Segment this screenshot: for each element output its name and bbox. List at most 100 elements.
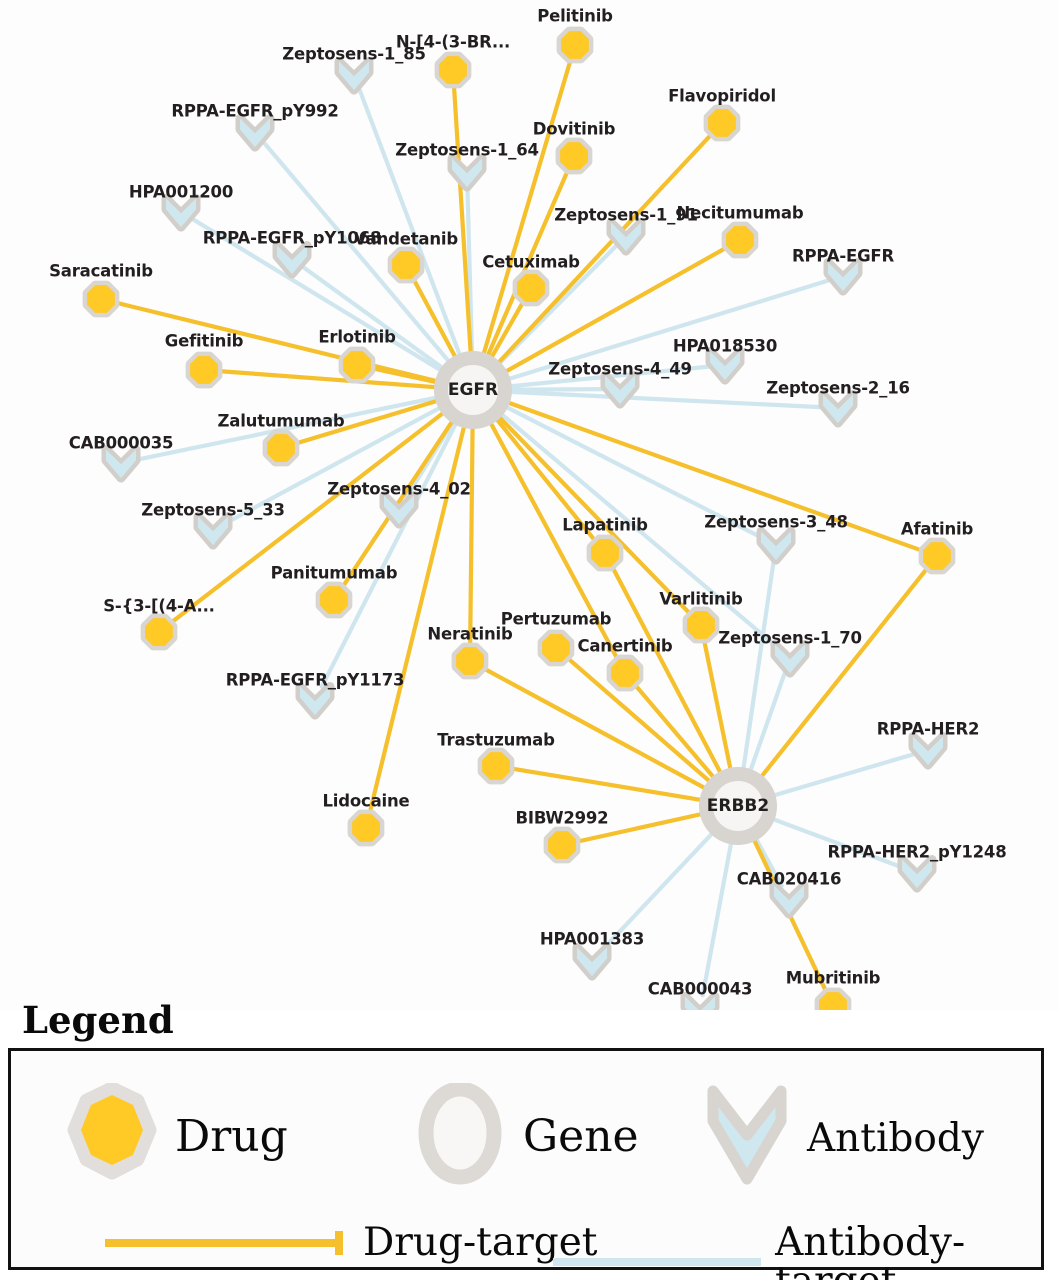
edge [340,409,461,590]
edge [609,564,729,786]
edge [367,413,469,816]
gene-icon [418,1083,502,1185]
gene-node[interactable] [434,351,512,429]
drug-node[interactable] [338,346,376,384]
edge [493,245,730,380]
antibody-target-edge-icon [553,1258,762,1266]
edge [191,217,453,379]
antibody-node[interactable] [295,681,335,720]
drug-node[interactable] [387,246,425,284]
drug-node[interactable] [347,809,385,847]
edge [451,82,474,367]
drug-node[interactable] [721,221,759,259]
antibody-node[interactable] [600,370,640,409]
edge [760,752,916,801]
legend-item-gene: Gene [411,1083,639,1191]
antibody-node[interactable] [161,193,201,232]
drug-node[interactable] [512,269,550,307]
drug-node[interactable] [543,826,581,864]
drug-node[interactable] [703,104,741,142]
edge [495,396,925,554]
edge [494,399,765,541]
edge [357,86,466,368]
legend-title: Legend [22,998,174,1042]
drug-node[interactable] [140,613,178,651]
edge [302,265,455,377]
antibody-node[interactable] [823,257,863,296]
edge [168,403,455,625]
network-canvas[interactable]: Zeptosens-1_85 Zeptosens-1_64 RPPA-EGFR_pY… [0,0,1059,1030]
node-layer [82,26,956,1030]
antibody-node[interactable] [770,639,810,678]
edge [632,682,724,789]
drug-node[interactable] [434,51,472,89]
edge [701,637,735,783]
antibody-node[interactable] [334,56,374,95]
edge [574,809,715,844]
edge [490,404,781,651]
antibody-node[interactable] [756,526,796,565]
edge [468,413,475,649]
drug-node[interactable] [451,642,489,680]
drug-node[interactable] [537,629,575,667]
antibody-node[interactable] [101,444,141,483]
edge [481,666,718,796]
gene-node-label: EGFR [447,380,499,400]
gene-node[interactable] [699,767,777,845]
drug-node[interactable] [477,747,515,785]
drug-node[interactable] [586,534,624,572]
drug-node[interactable] [918,537,956,575]
drug-node[interactable] [82,280,120,318]
edge [488,131,714,374]
edge [495,278,831,385]
legend-item-antibody: Antibody [701,1083,984,1193]
drug-node[interactable] [315,581,353,619]
edge [489,406,693,617]
legend-label-antibody-target: Antibody-target [775,1220,966,1280]
edge [508,766,715,804]
legend-box: Drug Gene Antibody Drug-target [8,1048,1044,1280]
drug-node[interactable] [555,137,593,175]
edge [113,300,450,386]
edge [216,369,450,391]
legend-item-antibody-target: Antibody-target [551,1223,1041,1280]
edge [700,829,736,998]
antibody-node[interactable] [193,511,233,550]
gene-node-label: ERBB2 [706,796,770,816]
drug-node[interactable] [682,606,720,644]
drug-node[interactable] [185,351,223,389]
legend-label-gene: Gene [523,1111,639,1162]
legend: Legend Drug Gene Antibody [0,998,1059,1280]
edge [739,557,776,783]
antibody-node[interactable] [606,217,646,256]
antibody-node[interactable] [235,113,275,152]
legend-label-drug: Drug [175,1111,288,1162]
legend-item-drug-target: Drug-target [103,1223,597,1262]
drug-target-edge-icon [105,1230,343,1255]
antibody-node[interactable] [818,389,858,428]
antibody-node[interactable] [897,854,937,893]
drug-node[interactable] [262,429,300,467]
antibody-node[interactable] [272,240,312,279]
edge [744,670,788,784]
edge [760,813,906,870]
antibody-node[interactable] [572,942,612,981]
edge-layer [113,57,930,998]
antibody-node[interactable] [379,490,419,529]
edge [293,395,451,446]
edge [487,408,598,544]
edge [481,167,571,369]
antibody-node[interactable] [447,153,487,192]
drug-node[interactable] [556,26,594,64]
edge [483,410,621,662]
antibody-node[interactable] [705,346,745,385]
legend-label-antibody: Antibody [807,1115,984,1161]
edge [600,822,723,953]
edge [319,411,464,689]
legend-item-drug: Drug [63,1083,288,1191]
edge [496,387,608,392]
antibody-node[interactable] [769,880,809,919]
drug-node[interactable] [606,654,644,692]
antibody-node[interactable] [908,731,948,770]
